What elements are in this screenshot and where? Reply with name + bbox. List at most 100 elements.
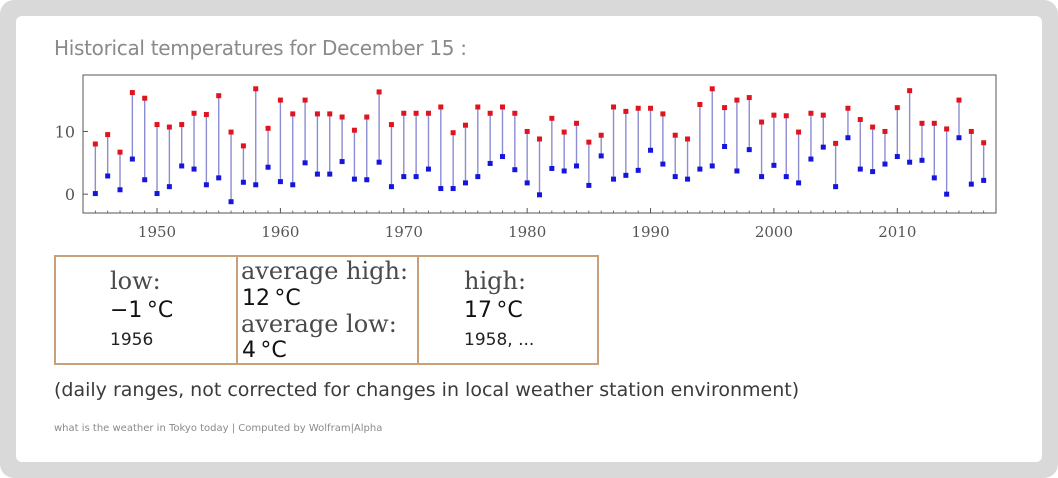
low-point	[944, 191, 950, 197]
high-point	[438, 104, 444, 110]
low-point	[783, 174, 789, 180]
x-tick-label: 2000	[755, 223, 793, 241]
high-point	[475, 104, 481, 110]
low-point	[857, 166, 863, 172]
low-point	[586, 182, 592, 188]
high-point	[944, 126, 950, 132]
x-tick-label: 1970	[385, 223, 423, 241]
high-point	[376, 89, 382, 95]
high-point	[722, 105, 728, 111]
stats-table: low: −1 °C 1956 average high: 12 °C aver…	[54, 255, 599, 365]
average-low-label: average low:	[241, 310, 397, 338]
low-point	[870, 169, 876, 175]
low-point	[574, 163, 580, 169]
low-point	[635, 167, 641, 173]
low-point	[191, 166, 197, 172]
low-point	[611, 176, 617, 182]
y-tick-label: 10	[55, 122, 75, 141]
high-point	[290, 111, 296, 117]
low-point	[537, 192, 542, 198]
low-point	[475, 174, 481, 180]
high-point	[968, 128, 974, 134]
average-high-label: average high:	[241, 257, 409, 285]
high-point	[857, 117, 863, 123]
low-point	[339, 159, 345, 165]
low-point	[364, 177, 370, 183]
x-tick-label: 2010	[878, 223, 916, 241]
high-point	[314, 111, 320, 117]
high-point	[746, 95, 752, 101]
high-point	[154, 122, 160, 128]
axis-ticks: 1950 1960 1970 1980 1990 2000 2010 0 10	[55, 122, 985, 241]
low-point	[166, 184, 172, 190]
low-point	[179, 163, 185, 169]
high-cell: high: 17 °C 1958, ...	[419, 257, 597, 363]
low-point	[808, 156, 814, 162]
low-point	[462, 180, 468, 186]
high-point	[820, 112, 826, 118]
high-point	[598, 132, 604, 138]
low-point	[142, 177, 148, 183]
high-point	[635, 105, 641, 111]
low-point	[203, 182, 209, 188]
high-point	[796, 129, 802, 135]
high-point	[623, 108, 629, 114]
high-point	[425, 110, 431, 116]
high-year: 1958, ...	[464, 330, 535, 350]
low-point	[117, 187, 123, 193]
high-point	[327, 111, 333, 117]
low-point	[931, 175, 937, 181]
high-point	[660, 111, 666, 117]
low-point	[623, 172, 629, 178]
low-point	[228, 199, 234, 205]
low-point	[820, 144, 826, 150]
high-point	[808, 110, 814, 116]
high-point	[919, 120, 925, 126]
low-point	[388, 184, 394, 190]
low-year: 1956	[110, 330, 154, 350]
low-point	[722, 144, 728, 150]
average-cell: average high: 12 °C average low: 4 °C	[238, 257, 419, 363]
high-point	[351, 127, 357, 133]
low-point	[425, 166, 431, 172]
high-point	[339, 114, 345, 120]
result-card: Historical temperatures for December 15 …	[16, 16, 1042, 462]
low-point	[845, 135, 851, 141]
low-point	[549, 165, 555, 171]
low-label: low:	[110, 267, 161, 295]
high-point	[105, 132, 111, 138]
low-point	[351, 176, 357, 182]
high-point	[981, 140, 987, 146]
high-value: 17 °C	[464, 298, 523, 323]
low-point	[894, 154, 900, 160]
low-point	[746, 147, 752, 153]
high-point	[203, 112, 209, 118]
low-point	[598, 153, 604, 159]
range-lines	[94, 88, 985, 202]
high-point	[240, 143, 246, 149]
low-point	[413, 174, 419, 180]
data-points	[92, 86, 987, 205]
pod-title: Historical temperatures for December 15 …	[54, 36, 467, 60]
high-point	[253, 86, 259, 92]
high-point	[277, 97, 283, 103]
range-note: (daily ranges, not corrected for changes…	[54, 379, 800, 401]
low-point	[697, 166, 703, 172]
high-point	[388, 122, 394, 128]
high-point	[117, 149, 123, 155]
high-point	[561, 129, 567, 135]
low-point	[648, 147, 654, 153]
high-point	[265, 125, 271, 131]
low-point	[277, 179, 283, 185]
x-tick-label: 1960	[261, 223, 299, 241]
high-point	[450, 130, 456, 136]
high-point	[586, 139, 592, 145]
temperature-range-chart: 1950 1960 1970 1980 1990 2000 2010 0 10	[55, 74, 997, 241]
high-point	[771, 112, 777, 118]
low-point	[907, 159, 913, 165]
low-point	[105, 173, 111, 179]
low-point	[771, 162, 777, 168]
low-point	[512, 167, 518, 173]
high-point	[882, 128, 888, 134]
